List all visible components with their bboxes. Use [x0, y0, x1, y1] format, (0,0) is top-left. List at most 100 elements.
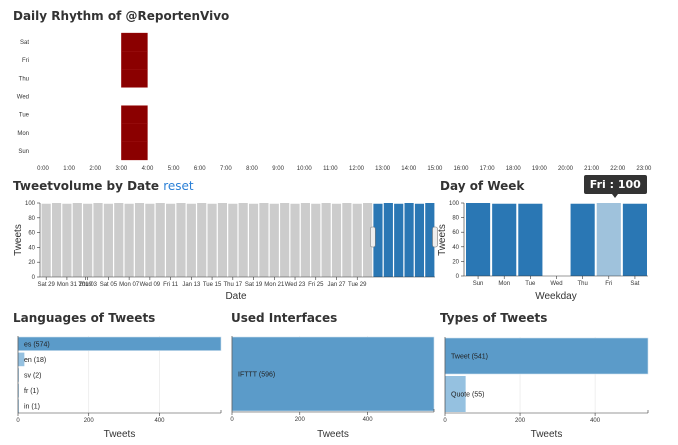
heatmap-hour-label: 23:00 — [636, 166, 652, 172]
heatmap-day-label: Wed — [17, 95, 29, 101]
heatmap-hour-label: 4:00 — [142, 166, 154, 172]
heatmap-cell[interactable] — [121, 69, 148, 88]
hbar[interactable] — [445, 376, 466, 412]
heatmap-hour-label: 18:00 — [506, 166, 522, 172]
date-bar[interactable] — [83, 203, 93, 277]
hbar-x-axis-title: Tweets — [531, 429, 563, 440]
date-bar[interactable] — [414, 203, 425, 277]
dow-bar[interactable] — [596, 203, 621, 276]
date-x-tick-label: Jan 27 — [327, 282, 346, 288]
hbar-x-tick-label: 200 — [515, 418, 526, 424]
date-y-tick-label: 0 — [32, 275, 36, 281]
hbar[interactable] — [444, 337, 649, 375]
date-bar[interactable] — [41, 203, 51, 277]
date-bar[interactable] — [103, 203, 113, 277]
date-bar[interactable] — [93, 203, 103, 277]
dow-bar[interactable] — [492, 203, 517, 276]
heatmap-hour-label: 6:00 — [194, 166, 206, 172]
date-bar[interactable] — [331, 203, 342, 277]
date-bar[interactable] — [155, 203, 165, 277]
date-bar[interactable] — [363, 203, 373, 277]
heatmap-cell[interactable] — [121, 141, 148, 161]
brush-handle[interactable] — [432, 226, 438, 248]
heatmap-hour-label: 15:00 — [427, 166, 443, 172]
heatmap-cell[interactable] — [121, 50, 148, 70]
dow-bar[interactable] — [466, 203, 491, 276]
dow-bar[interactable] — [518, 203, 543, 276]
date-bar[interactable] — [124, 203, 134, 277]
date-bar[interactable] — [269, 203, 279, 277]
date-x-tick-label: Mon 21 — [264, 282, 285, 288]
date-bar[interactable] — [425, 203, 435, 277]
date-bar[interactable] — [186, 203, 196, 277]
date-bar[interactable] — [228, 203, 238, 277]
hbar[interactable] — [18, 399, 19, 413]
heatmap-day-label: Sat — [20, 40, 29, 46]
date-bar[interactable] — [321, 203, 331, 277]
date-bar[interactable] — [290, 203, 300, 277]
heatmap-hour-label: 20:00 — [558, 166, 574, 172]
date-x-tick-label: Tue 29 — [348, 282, 367, 288]
date-bar[interactable] — [217, 203, 228, 277]
date-bar[interactable] — [176, 203, 186, 277]
dow-bar[interactable] — [570, 203, 595, 276]
date-bar[interactable] — [62, 203, 72, 277]
reset-link[interactable]: reset — [163, 179, 194, 193]
date-bar[interactable] — [238, 203, 248, 277]
date-x-tick-label: Tue 15 — [203, 282, 222, 288]
date-bar[interactable] — [259, 203, 269, 277]
hbar[interactable] — [231, 336, 435, 412]
date-bar[interactable] — [352, 203, 362, 277]
date-bar[interactable] — [394, 203, 404, 277]
heatmap-cell[interactable] — [121, 123, 148, 143]
date-x-tick-label: Fri 25 — [308, 282, 324, 288]
date-x-tick-label: Sat 05 — [100, 282, 118, 288]
hbar-x-tick-label: 0 — [443, 418, 447, 424]
date-bar[interactable] — [114, 203, 124, 277]
heatmap-cell[interactable] — [121, 32, 148, 52]
dow-y-tick-label: 20 — [452, 259, 459, 265]
dow-y-tick-label: 80 — [452, 216, 459, 222]
date-x-tick-label: Mon 07 — [119, 282, 140, 288]
date-bar[interactable] — [280, 203, 290, 277]
date-y-tick-label: 60 — [28, 231, 35, 237]
dow-y-tick-label: 40 — [452, 245, 459, 251]
date-bar[interactable] — [311, 203, 321, 277]
date-bar[interactable] — [197, 203, 207, 277]
hbar[interactable] — [18, 368, 19, 382]
date-bar[interactable] — [300, 203, 310, 277]
date-bar[interactable] — [248, 203, 259, 277]
hbar-x-tick-label: 400 — [363, 417, 374, 423]
dow-x-tick-label: Sat — [630, 281, 639, 287]
date-bar[interactable] — [134, 203, 145, 277]
heatmap-hour-label: 12:00 — [349, 166, 365, 172]
hbar-label: Quote (55) — [451, 392, 484, 399]
hbar[interactable] — [18, 383, 19, 398]
hbar-label: in (1) — [24, 404, 40, 411]
heatmap-hour-label: 22:00 — [610, 166, 626, 172]
brush-handle[interactable] — [369, 226, 376, 248]
date-bar[interactable] — [51, 203, 62, 277]
dow-x-tick-label: Tue — [525, 281, 536, 287]
date-bar[interactable] — [166, 203, 176, 277]
hbar-x-axis-title: Tweets — [104, 429, 136, 440]
date-bar[interactable] — [373, 203, 383, 277]
date-bar[interactable] — [145, 203, 155, 277]
languages-title: Languages of Tweets — [13, 311, 156, 325]
heatmap-day-label: Mon — [17, 131, 29, 137]
dow-bar[interactable] — [622, 203, 647, 276]
heatmap-hour-label: 8:00 — [246, 166, 258, 172]
hbar[interactable] — [18, 352, 25, 367]
date-bar[interactable] — [207, 203, 217, 277]
dow-x-tick-label: Mon — [498, 281, 510, 287]
heatmap-hour-label: 11:00 — [323, 166, 338, 172]
date-x-tick-label: Wed 23 — [285, 282, 306, 288]
heatmap-hour-label: 14:00 — [401, 166, 417, 172]
date-bar[interactable] — [72, 203, 82, 277]
date-bar[interactable] — [342, 203, 352, 277]
dow-y-tick-label: 60 — [452, 230, 459, 236]
date-bar[interactable] — [404, 203, 414, 277]
date-bar[interactable] — [383, 203, 393, 277]
heatmap-cell[interactable] — [121, 105, 148, 124]
